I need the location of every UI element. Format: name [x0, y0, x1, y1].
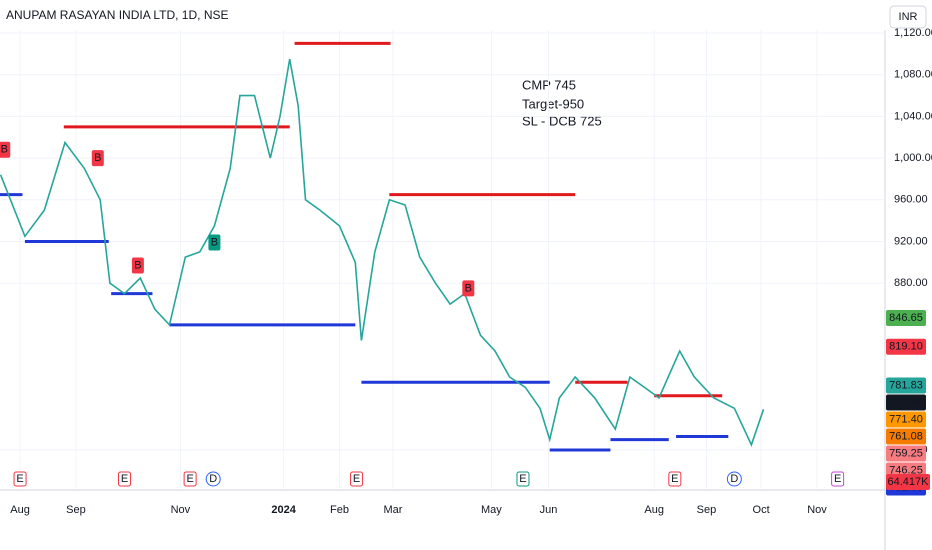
x-tick-label: Nov — [171, 504, 191, 516]
x-tick-label: Feb — [330, 504, 349, 516]
volume-label: 64.417K — [888, 476, 930, 488]
event-marker — [516, 471, 530, 487]
signal-label: B — [134, 259, 141, 271]
signal-label: B — [1, 144, 8, 156]
x-tick-label: Sep — [697, 504, 717, 516]
price-label: 746.25 — [889, 464, 923, 476]
currency[interactable]: INR — [899, 11, 918, 23]
event-label: E — [834, 473, 841, 485]
price-label-box — [886, 377, 926, 394]
annotation: SL - DCB 725 — [522, 113, 602, 128]
event-label: E — [353, 473, 360, 485]
price-line — [0, 58, 765, 447]
y-tick-label: 1,080.00 — [894, 69, 932, 81]
price-label-box — [886, 338, 926, 355]
event-label: D — [209, 473, 217, 485]
event-label: E — [519, 473, 526, 485]
x-tick-label: 2024 — [271, 504, 296, 516]
price-label-box — [886, 411, 926, 428]
price-label: 761.08 — [889, 430, 923, 442]
chart-title: ANUPAM RASAYAN INDIA LTD, 1D, NSE — [6, 8, 229, 22]
event-marker — [726, 471, 742, 487]
price-label: 846.65 — [889, 312, 923, 324]
signal-marker — [91, 150, 104, 167]
y-tick-label: 960.00 — [894, 194, 928, 206]
price-label: 819.10 — [889, 341, 923, 353]
signal-marker — [208, 234, 221, 251]
x-tick-label: Oct — [753, 504, 770, 516]
x-tick-label: Jun — [540, 504, 558, 516]
event-label: E — [186, 473, 193, 485]
event-label: E — [16, 473, 23, 485]
x-tick-label: Sep — [66, 504, 86, 516]
currency-box[interactable] — [889, 5, 927, 29]
y-tick-label: 880.00 — [894, 277, 928, 289]
x-tick-label: May — [481, 504, 502, 516]
event-marker — [205, 471, 221, 487]
y-tick-label: 1,000.00 — [894, 152, 932, 164]
signal-marker — [0, 141, 11, 158]
event-marker — [13, 471, 27, 487]
event-marker — [183, 471, 197, 487]
signal-marker — [131, 257, 144, 274]
x-tick-label: Aug — [10, 504, 30, 516]
price-label: 771.49 — [889, 396, 923, 408]
event-marker — [118, 471, 132, 487]
event-label: D — [730, 473, 738, 485]
event-marker — [350, 471, 364, 487]
annotation: Target-950 — [522, 96, 584, 111]
event-marker — [668, 471, 682, 487]
y-tick-label: 1,040.00 — [894, 110, 932, 122]
price-label-box — [886, 309, 926, 326]
event-label: E — [121, 473, 128, 485]
price-label-box — [886, 428, 926, 445]
x-tick-label: Nov — [807, 504, 827, 516]
signal-label: B — [211, 236, 218, 248]
y-tick-label: 920.00 — [894, 235, 928, 247]
x-tick-label: Mar — [384, 504, 403, 516]
event-marker — [831, 471, 845, 487]
price-label-box — [886, 394, 926, 411]
volume-label-box — [886, 474, 930, 490]
event-label: E — [671, 473, 678, 485]
y-tick-label: 1,120.00 — [894, 27, 932, 39]
signal-marker — [462, 280, 475, 297]
price-label: 771.40 — [889, 413, 923, 425]
price-label: 781.83 — [889, 379, 923, 391]
signal-label: B — [94, 152, 101, 164]
price-label: 759.25 — [889, 447, 923, 459]
signal-label: B — [465, 282, 472, 294]
x-tick-label: Aug — [644, 504, 664, 516]
price-label-box — [886, 445, 926, 462]
